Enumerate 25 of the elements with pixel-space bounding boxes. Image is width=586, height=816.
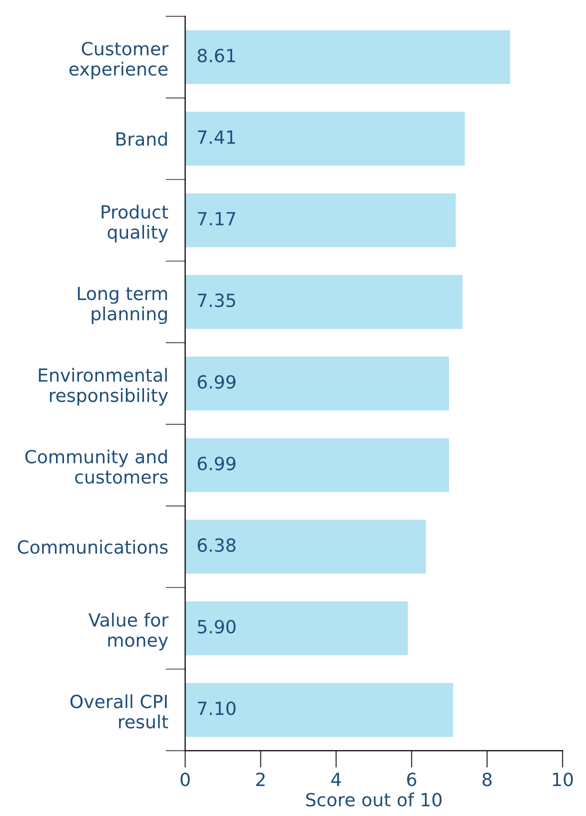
data-label: 7.17 xyxy=(198,212,236,226)
x-axis-title: Score out of 10 xyxy=(306,792,442,806)
y-tick-label: Community and customers xyxy=(25,450,168,484)
data-label: 5.90 xyxy=(198,620,236,634)
data-label: 6.38 xyxy=(198,538,236,552)
x-tick-label: 8 xyxy=(482,772,492,786)
y-tick-label: Communications xyxy=(18,540,168,554)
data-label: 6.99 xyxy=(198,375,236,389)
y-tick-label: Overall CPI result xyxy=(70,694,168,729)
x-tick-label: 6 xyxy=(407,772,416,786)
data-label: 7.35 xyxy=(198,294,236,308)
y-tick-label: Environmental responsibility xyxy=(38,368,168,406)
y-tick-label: Brand xyxy=(116,132,167,146)
data-label: 6.99 xyxy=(198,456,236,470)
data-label: 7.41 xyxy=(198,130,236,144)
data-label: 7.10 xyxy=(198,702,236,716)
x-tick-label: 2 xyxy=(256,772,265,786)
y-tick-label: Long term planning xyxy=(78,286,167,324)
x-tick-label: 0 xyxy=(180,772,190,786)
data-label: 8.61 xyxy=(198,48,236,62)
y-tick-label: Customer experience xyxy=(69,42,169,80)
y-tick-label: Value for money xyxy=(88,612,169,650)
x-tick-label: 4 xyxy=(331,772,341,786)
y-tick-label: Product quality xyxy=(102,204,168,242)
x-tick-label: 10 xyxy=(553,772,573,786)
